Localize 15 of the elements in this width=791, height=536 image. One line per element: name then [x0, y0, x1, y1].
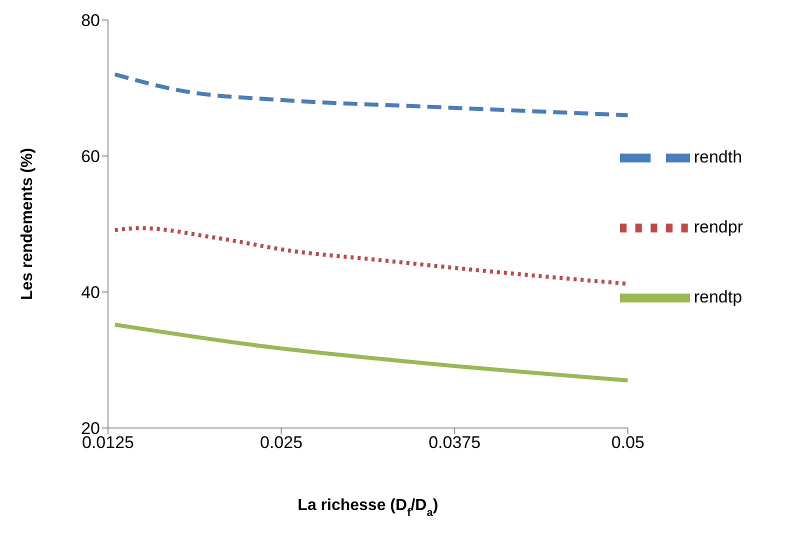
- x-tick-label: 0.0375: [428, 433, 481, 452]
- legend-label: rendtp: [694, 287, 742, 306]
- y-tick-label: 60: [81, 147, 100, 166]
- line-series: [112, 72, 628, 118]
- y-tick-label: 40: [81, 283, 100, 302]
- legend-label: rendpr: [694, 217, 743, 236]
- line-series: [112, 226, 628, 286]
- x-axis-title: La richesse (D$_{f}$/D$_{a}$): [298, 497, 438, 519]
- line-series: [112, 322, 628, 382]
- x-tick-label: 0.025: [260, 433, 303, 452]
- legend-label: rendth: [694, 147, 742, 166]
- x-tick-label: 0.05: [611, 433, 644, 452]
- y-axis-title: Les rendements (%): [19, 148, 36, 300]
- y-tick-label: 80: [81, 11, 100, 30]
- x-tick-label: 0.0125: [82, 433, 134, 452]
